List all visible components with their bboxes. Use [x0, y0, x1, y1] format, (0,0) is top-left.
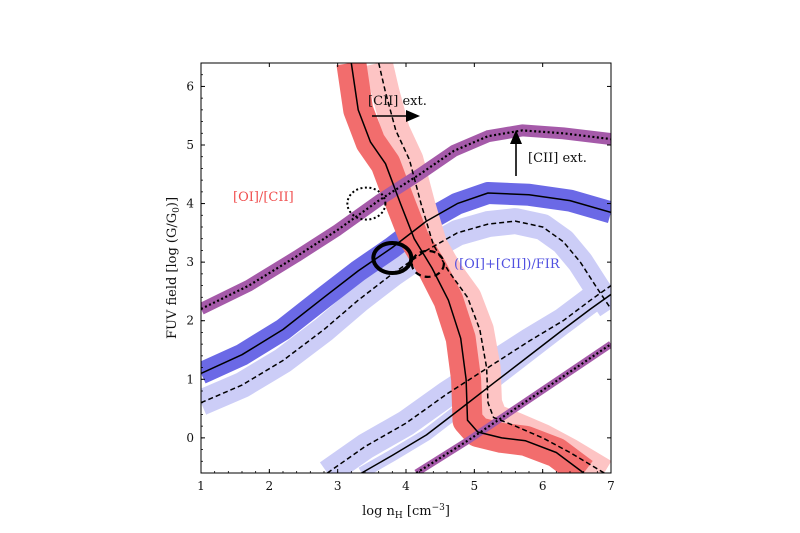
series-oi-cii-solid: [350, 63, 585, 473]
y-tick-label: 6: [186, 79, 194, 93]
x-tick-label: 1: [197, 479, 205, 493]
annotation-cii-ext-right: [CII] ext.: [368, 94, 427, 109]
annotation-cii-ext-up: [CII] ext.: [528, 151, 587, 166]
series-fir-upper-dashed: [201, 220, 611, 404]
y-tick-label: 4: [186, 197, 194, 211]
best-fit-ellipse: [371, 241, 414, 276]
x-tick-label: 2: [266, 479, 274, 493]
series-cii-ext-lower-dotted: [415, 343, 611, 473]
ext-corrected-ellipse: [410, 249, 445, 278]
y-tick-label: 3: [186, 255, 194, 269]
annotation-oi-cii: [OI]/[CII]: [233, 190, 294, 205]
x-tick-label: 6: [539, 479, 547, 493]
arrow-right-icon: [372, 110, 420, 122]
y-tick-label: 2: [186, 314, 194, 328]
series-fir-lower-solid: [361, 293, 611, 473]
x-tick-label: 4: [402, 479, 410, 493]
annotation-fir: ([OI]+[CII])/FIR: [454, 257, 561, 272]
arrow-up-icon: [510, 130, 522, 176]
y-tick-label: 1: [186, 372, 194, 386]
y-tick-label: 5: [186, 138, 194, 152]
series-fir-upper-solid: [201, 192, 611, 375]
y-axis-label: FUV field [log (G/G0)]: [165, 197, 182, 339]
x-tick-label: 3: [334, 479, 342, 493]
series-cii-ext-upper-dotted: [201, 129, 611, 310]
x-tick-label: 7: [607, 479, 615, 493]
x-axis-label: log nH [cm−3]: [362, 503, 450, 521]
series-fir-lower-dashed: [326, 284, 611, 473]
solution-markers: [346, 186, 445, 278]
x-tick-label: 5: [471, 479, 479, 493]
series-lines: [201, 63, 611, 473]
y-tick-label: 0: [186, 431, 194, 445]
axis-ticks: 1 2 3 4 5 6 7 0 1 2 3 4 5 6: [186, 62, 615, 493]
alternative-ellipse: [346, 186, 387, 221]
